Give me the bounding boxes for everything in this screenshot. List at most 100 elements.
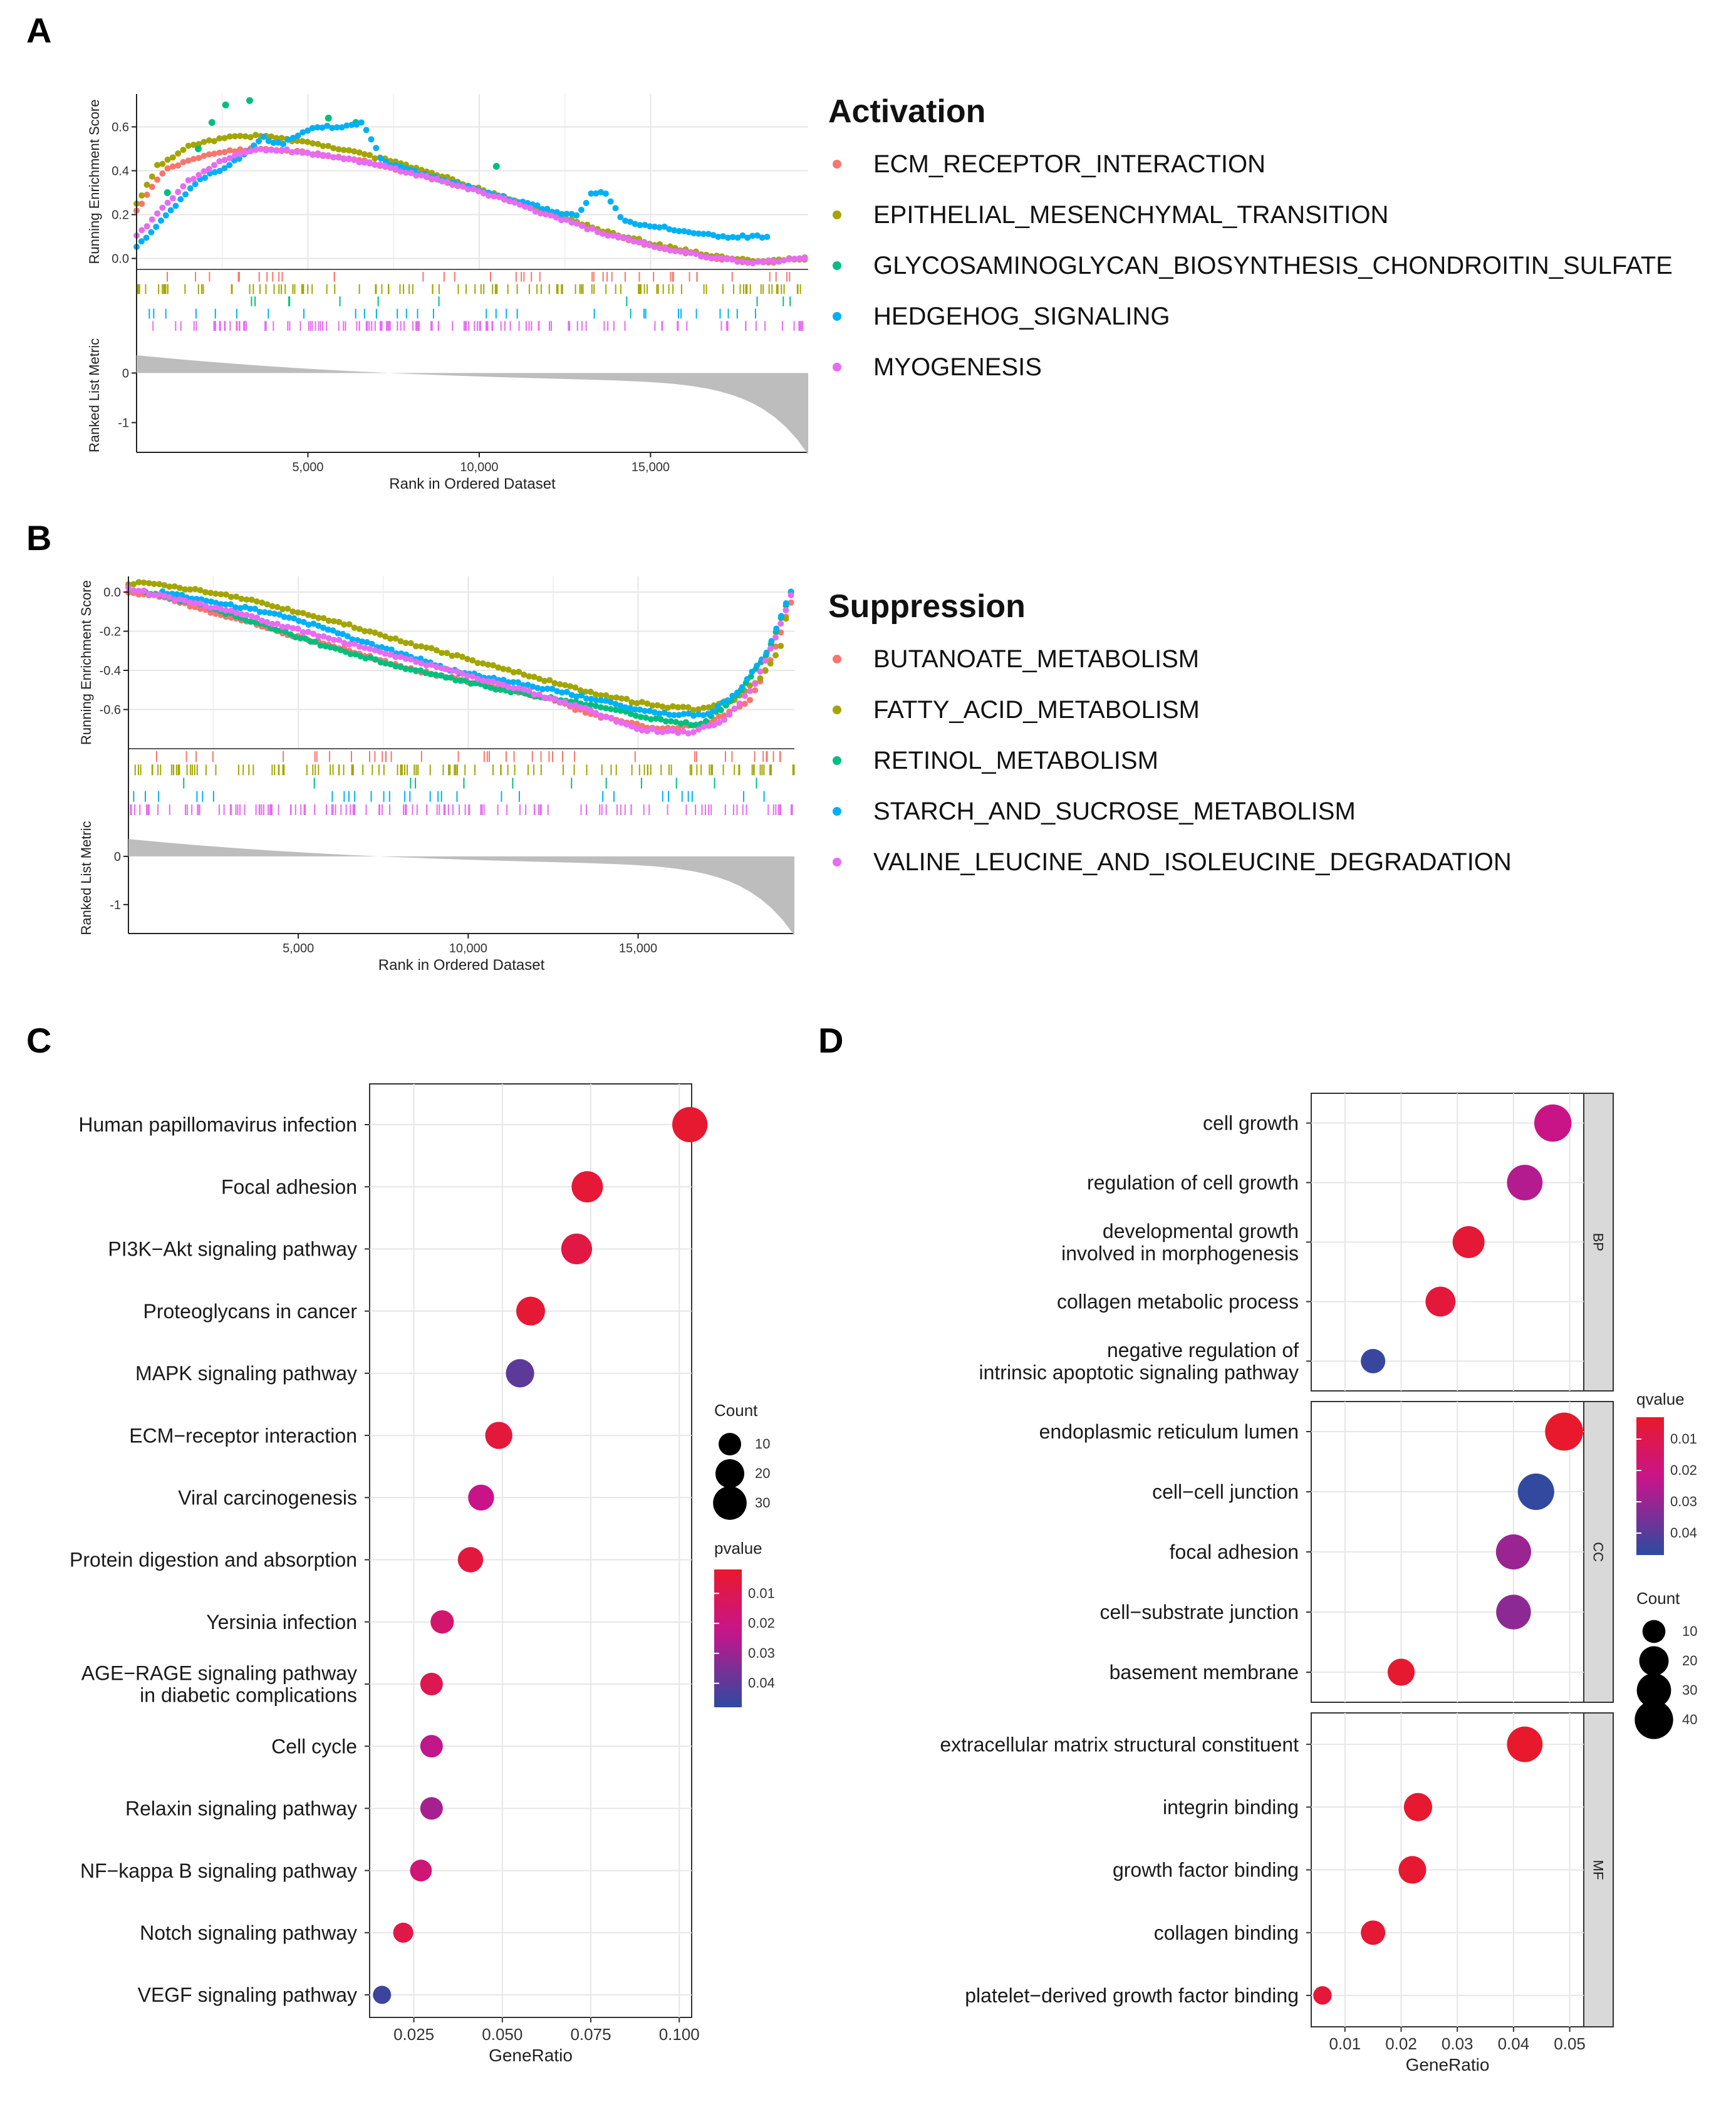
colorbar-label: 0.01 bbox=[748, 1585, 775, 1601]
curve-point bbox=[222, 591, 229, 598]
curve-point bbox=[690, 707, 697, 714]
curve-point bbox=[685, 229, 692, 236]
curve-point bbox=[646, 242, 653, 249]
curve-point bbox=[532, 208, 539, 215]
curve-point bbox=[724, 697, 731, 704]
colorbar-label: 0.02 bbox=[1670, 1462, 1697, 1478]
curve-point bbox=[299, 629, 306, 636]
curve-point bbox=[312, 638, 319, 645]
dot bbox=[1534, 1104, 1572, 1142]
curve-point bbox=[602, 190, 609, 197]
curve-point bbox=[226, 147, 233, 153]
curve-point bbox=[685, 704, 692, 710]
curve-point bbox=[387, 635, 394, 642]
curve-point bbox=[294, 609, 301, 616]
curve-point bbox=[710, 708, 717, 715]
size-legend-title: Count bbox=[714, 1401, 758, 1420]
curve-point bbox=[637, 714, 644, 721]
curve-point bbox=[195, 172, 202, 179]
curve-point bbox=[739, 232, 746, 239]
panel-c-kegg-dotplot: Human papillomavirus infection Focal adhe… bbox=[70, 1083, 775, 2065]
curve-point bbox=[346, 621, 353, 628]
curve-point bbox=[561, 682, 568, 689]
x-axis-title: Rank in Ordered Dataset bbox=[389, 476, 556, 492]
curve-point bbox=[268, 147, 274, 153]
curve-point bbox=[657, 716, 664, 723]
curve-point bbox=[280, 140, 287, 147]
curve-point bbox=[635, 239, 642, 246]
curve-point bbox=[729, 692, 736, 699]
curve-point bbox=[666, 711, 673, 718]
curve-point bbox=[671, 227, 678, 234]
series-fatty_acid_metabolism bbox=[125, 579, 794, 714]
curve-point bbox=[150, 592, 157, 599]
panel-b-gsea-suppression: 0.0 -0.2 -0.4 -0.6 0 -1 5,000 10,000 15,000 Rank … bbox=[78, 576, 1512, 974]
curve-point bbox=[573, 693, 580, 700]
curve-point bbox=[143, 191, 150, 198]
legend-label: HEDGEHOG_SIGNALING bbox=[873, 303, 1170, 330]
curve-point bbox=[637, 222, 643, 229]
curve-point bbox=[710, 722, 717, 729]
curve-point bbox=[135, 588, 142, 595]
rug-butanoate_metabolism bbox=[155, 751, 781, 762]
curve-point bbox=[382, 660, 389, 667]
curve-point bbox=[598, 704, 605, 710]
curve-point bbox=[661, 709, 668, 716]
curve-point bbox=[246, 97, 253, 104]
curve-point bbox=[166, 594, 173, 601]
y-tick-label: 0.0 bbox=[112, 252, 129, 266]
curve-point bbox=[654, 729, 661, 736]
curve-point bbox=[776, 258, 782, 265]
curve-point bbox=[387, 660, 394, 667]
curve-point bbox=[644, 727, 651, 734]
colorbar-label: 0.04 bbox=[748, 1675, 775, 1691]
curve-point bbox=[226, 162, 233, 169]
category-label-line: focal adhesion bbox=[1170, 1541, 1299, 1563]
legend-label: EPITHELIAL_MESENCHYMAL_TRANSITION bbox=[873, 201, 1388, 229]
curve-point bbox=[598, 692, 605, 699]
curve-point bbox=[578, 207, 585, 214]
curve-point bbox=[773, 625, 780, 632]
curve-point bbox=[310, 630, 317, 637]
curve-point bbox=[582, 704, 589, 711]
curve-point bbox=[192, 586, 199, 593]
curve-point bbox=[162, 212, 169, 219]
category-label: negative regulation of intrinsic apoptoti… bbox=[979, 1339, 1299, 1383]
rug-glycosaminoglycan_biosynthesis_chondroitin_sulfate bbox=[251, 296, 791, 306]
curve-point bbox=[731, 705, 738, 712]
curve-point bbox=[335, 146, 342, 153]
curve-point bbox=[782, 606, 789, 613]
curve-point bbox=[154, 176, 161, 183]
category-label-line: collagen metabolic process bbox=[1057, 1291, 1299, 1313]
colorbar-label: 0.03 bbox=[748, 1645, 775, 1661]
curve-point bbox=[238, 611, 245, 618]
curve-point bbox=[529, 683, 536, 690]
curve-point bbox=[130, 587, 137, 594]
curve-point bbox=[177, 196, 184, 203]
curve-point bbox=[221, 135, 228, 142]
curve-point bbox=[500, 677, 507, 684]
curve-point bbox=[449, 181, 456, 188]
curve-point bbox=[534, 202, 541, 209]
curve-point bbox=[526, 673, 533, 680]
curve-point bbox=[587, 707, 594, 714]
category-label: Relaxin signaling pathway bbox=[125, 1798, 357, 1820]
facet-cc: CC endoplasmic reticulum lumen cell−cell j… bbox=[1039, 1401, 1614, 1703]
curve-point bbox=[372, 629, 378, 636]
curve-point bbox=[777, 620, 784, 627]
category-label-line: PI3K−Akt signaling pathway bbox=[108, 1238, 357, 1261]
category-label: Protein digestion and absorption bbox=[70, 1549, 357, 1571]
curve-point bbox=[510, 669, 517, 676]
category-label-line: Protein digestion and absorption bbox=[70, 1549, 357, 1571]
curve-point bbox=[757, 675, 764, 682]
legend-key bbox=[833, 261, 841, 270]
colorbar-label: 0.02 bbox=[748, 1615, 775, 1631]
dot bbox=[672, 1106, 708, 1143]
curve-point bbox=[175, 189, 182, 195]
curve-point bbox=[447, 674, 454, 681]
curve-point bbox=[266, 610, 273, 617]
curve-point bbox=[754, 232, 761, 239]
curve-point bbox=[262, 147, 269, 154]
curve-point bbox=[536, 675, 543, 682]
curve-point bbox=[559, 689, 566, 696]
